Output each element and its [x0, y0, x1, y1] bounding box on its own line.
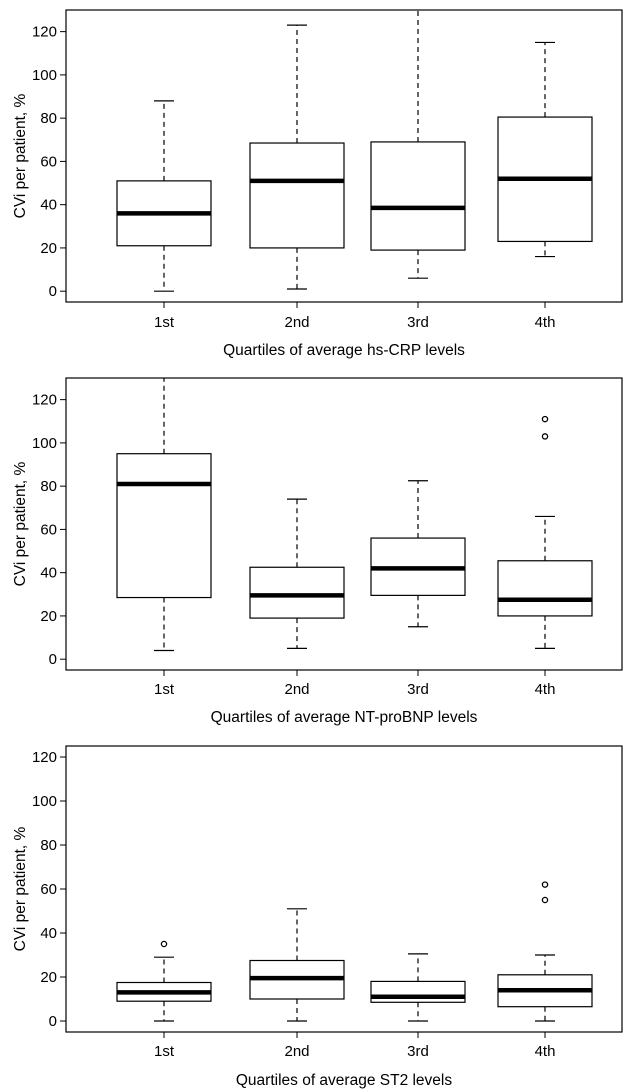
y-axis-title: CVi per patient, % — [12, 461, 29, 586]
y-tick-label: 40 — [40, 197, 57, 214]
box-1st — [116, 940, 212, 1022]
box-4th — [497, 415, 593, 649]
box-2nd — [249, 24, 345, 290]
x-axis-title: Quartiles of average ST2 levels — [236, 1072, 452, 1089]
x-tick-label: 1st — [154, 681, 175, 698]
y-tick-label: 20 — [40, 240, 57, 257]
x-tick-label: 3rd — [407, 1043, 429, 1060]
outlier-point — [541, 881, 549, 888]
box-4th — [497, 41, 593, 258]
y-tick-label: 100 — [32, 67, 57, 84]
chart-panel-hs-crp: Quartiles of average hs-CRP levels CVi p… — [12, 9, 623, 359]
outlier-point — [541, 433, 549, 440]
iqr-box — [249, 142, 345, 249]
iqr-box — [370, 141, 466, 251]
y-axis-title: CVi per patient, % — [12, 93, 29, 218]
y-tick-label: 40 — [40, 565, 57, 582]
y-tick-label: 120 — [32, 392, 57, 409]
y-tick-label: 100 — [32, 435, 57, 452]
plot-marks: 0 20 40 60 80 100 120 1st 2nd 3rd 4th — [32, 10, 593, 331]
iqr-box — [116, 453, 212, 599]
x-tick-label: 1st — [154, 314, 175, 331]
x-tick-label: 2nd — [284, 681, 309, 698]
y-tick-label: 20 — [40, 969, 57, 986]
y-tick-label: 100 — [32, 793, 57, 810]
y-tick-label: 60 — [40, 153, 57, 170]
x-tick-label: 4th — [535, 314, 556, 331]
iqr-box — [497, 560, 593, 617]
y-tick-label: 60 — [40, 521, 57, 538]
x-tick-label: 3rd — [407, 681, 429, 698]
box-3rd — [370, 480, 466, 628]
y-tick-label: 0 — [49, 283, 57, 300]
x-tick-label: 4th — [535, 1043, 556, 1060]
plot-frame — [65, 9, 623, 303]
plot-marks: 0 20 40 60 80 100 120 1st 2nd 3rd 4th — [32, 749, 593, 1060]
plot-marks: 0 20 40 60 80 100 120 1st 2nd 3rd 4th — [32, 378, 593, 698]
x-axis-title: Quartiles of average NT-proBNP levels — [211, 709, 478, 726]
y-tick-label: 0 — [49, 1013, 57, 1030]
outlier-point — [160, 940, 168, 948]
box-4th — [497, 881, 593, 1022]
x-tick-label: 2nd — [284, 314, 309, 331]
iqr-box — [249, 566, 345, 619]
box-3rd — [370, 10, 466, 279]
box-3rd — [370, 953, 466, 1022]
box-2nd — [249, 498, 345, 649]
x-axis-title: Quartiles of average hs-CRP levels — [223, 342, 465, 359]
y-axis-title: CVi per patient, % — [12, 826, 29, 951]
y-tick-label: 80 — [40, 478, 57, 495]
y-tick-label: 120 — [32, 24, 57, 41]
outlier-point — [541, 896, 549, 904]
chart-panel-st2: Quartiles of average ST2 levels CVi per … — [12, 745, 623, 1089]
y-tick-label: 60 — [40, 881, 57, 898]
x-tick-label: 3rd — [407, 314, 429, 331]
outlier-point — [541, 415, 549, 423]
chart-panel-nt-probnp: Quartiles of average NT-proBNP levels CV… — [12, 377, 623, 726]
x-tick-label: 1st — [154, 1043, 175, 1060]
y-tick-label: 0 — [49, 651, 57, 668]
box-1st — [116, 100, 212, 292]
box-2nd — [249, 908, 345, 1022]
box-1st — [116, 378, 212, 652]
y-tick-label: 80 — [40, 110, 57, 127]
y-tick-label: 40 — [40, 925, 57, 942]
plot-frame — [65, 377, 623, 671]
iqr-box — [370, 980, 466, 1003]
y-tick-label: 80 — [40, 837, 57, 854]
x-tick-label: 4th — [535, 681, 556, 698]
y-tick-label: 120 — [32, 749, 57, 766]
y-tick-label: 20 — [40, 608, 57, 625]
x-tick-label: 2nd — [284, 1043, 309, 1060]
